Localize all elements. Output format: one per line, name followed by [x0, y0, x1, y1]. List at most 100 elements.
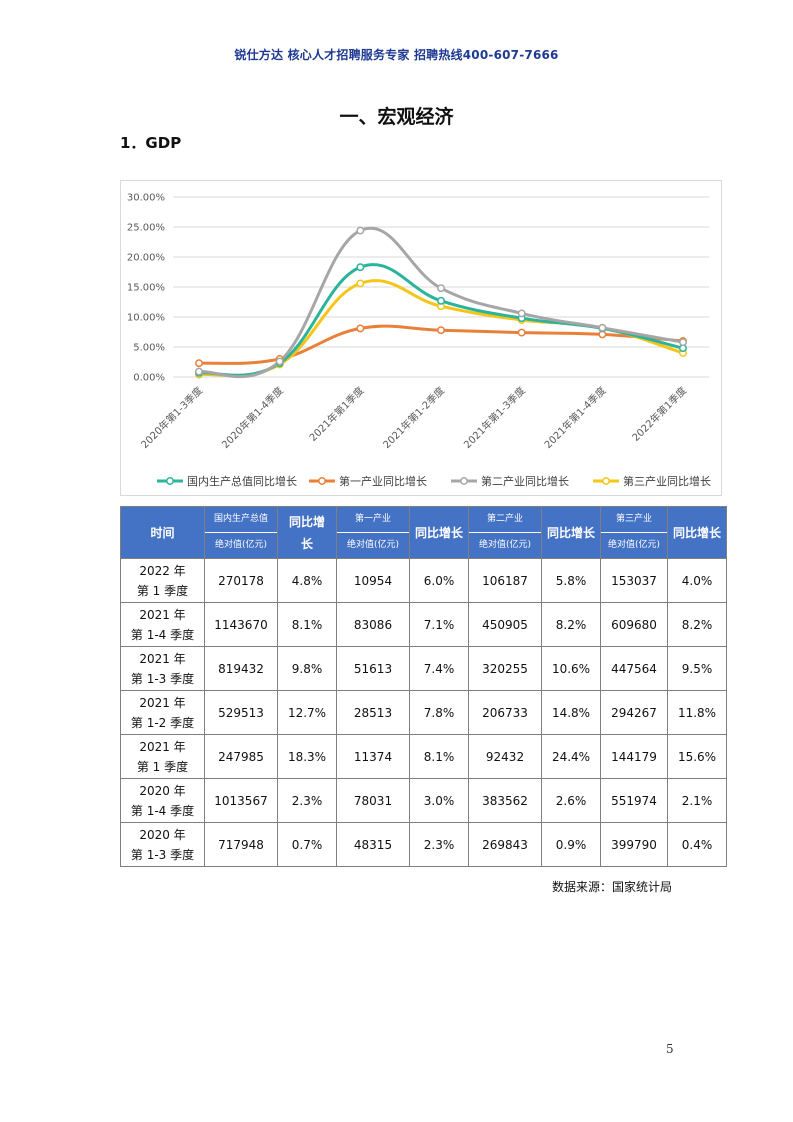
table-cell-p1-g: 7.8%	[409, 690, 469, 735]
x-tick-label: 2020年第1-3季度	[138, 384, 205, 451]
table-cell-p1: 28513	[336, 690, 410, 735]
gdp-table: 时间 国内生产总值 绝对值(亿元) 同比增长 第一产业 绝对值(亿元) 同比增长…	[120, 506, 727, 867]
period-quarter: 第 1-4 季度	[130, 627, 195, 642]
legend-marker	[166, 477, 174, 485]
table-cell-p1: 78031	[336, 778, 410, 823]
page-number: 5	[666, 1042, 674, 1056]
table-cell-p3-g: 15.6%	[667, 734, 727, 779]
y-tick-label: 25.00%	[127, 223, 165, 234]
page-header: 锐仕方达 核心人才招聘服务专家 招聘热线400-607-7666	[234, 48, 559, 62]
table-cell-p3-g: 11.8%	[667, 690, 727, 735]
table-row: 2021 年第 1-4 季度 1143670 8.1% 83086 7.1% 450905…	[120, 602, 727, 647]
period-year: 2021 年	[139, 695, 186, 710]
x-tick-label: 2021年第1-4季度	[541, 384, 608, 451]
table-header-row: 时间 国内生产总值 绝对值(亿元) 同比增长 第一产业 绝对值(亿元) 同比增长…	[120, 506, 727, 559]
table-cell-p2: 320255	[468, 646, 542, 691]
table-cell-period: 2021 年第 1-3 季度	[120, 646, 205, 691]
gdp-line-chart: 30.00% 25.00% 20.00% 15.00% 10.00% 5.00% 0.00%…	[120, 180, 722, 496]
period-year: 2020 年	[139, 827, 186, 842]
table-cell-p1-g: 7.4%	[409, 646, 469, 691]
header-p1-abs-bot: 绝对值(亿元)	[337, 532, 409, 558]
table-cell-p1: 11374	[336, 734, 410, 779]
table-cell-p3-g: 0.4%	[667, 822, 727, 867]
table-cell-p3: 551974	[600, 778, 668, 823]
table-cell-p2-g: 2.6%	[541, 778, 601, 823]
header-p1-abs: 第一产业 绝对值(亿元)	[336, 506, 410, 559]
y-tick-label: 0.00%	[133, 373, 165, 384]
table-cell-p2: 106187	[468, 558, 542, 603]
table-cell-p2: 450905	[468, 602, 542, 647]
table-cell-p3: 447564	[600, 646, 668, 691]
data-point	[437, 326, 445, 335]
table-row: 2021 年第 1 季度 247985 18.3% 11374 8.1% 92432 24.…	[120, 734, 727, 779]
data-point	[356, 324, 365, 333]
table-cell-gdp: 529513	[204, 690, 278, 735]
table-row: 2022 年第 1 季度 270178 4.8% 10954 6.0% 106187 5.8…	[120, 558, 727, 603]
period-year: 2021 年	[139, 739, 186, 754]
data-point	[679, 338, 687, 347]
y-tick-label: 30.00%	[127, 193, 165, 204]
header-gdp-growth: 同比增长	[277, 506, 337, 559]
table-row: 2020 年第 1-4 季度 1013567 2.3% 78031 3.0% 383562…	[120, 778, 727, 823]
data-point	[356, 226, 365, 235]
period-year: 2022 年	[139, 563, 186, 578]
table-cell-gdp-g: 9.8%	[277, 646, 337, 691]
period-year: 2020 年	[139, 783, 186, 798]
period-quarter: 第 1 季度	[136, 759, 189, 774]
x-tick-label: 2021年第1-3季度	[461, 384, 528, 451]
table-cell-p2: 206733	[468, 690, 542, 735]
table-cell-p3: 144179	[600, 734, 668, 779]
table-cell-p2: 92432	[468, 734, 542, 779]
header-p3-abs-bot: 绝对值(亿元)	[601, 532, 667, 558]
header-p2-abs-bot: 绝对值(亿元)	[469, 532, 541, 558]
data-point	[356, 263, 365, 272]
table-cell-p1-g: 8.1%	[409, 734, 469, 779]
period-year: 2021 年	[139, 651, 186, 666]
table-row: 2021 年第 1-3 季度 819432 9.8% 51613 7.4% 320255 1…	[120, 646, 727, 691]
header-p3-abs: 第三产业 绝对值(亿元)	[600, 506, 668, 559]
table-cell-period: 2021 年第 1 季度	[120, 734, 205, 779]
table-cell-gdp: 1143670	[204, 602, 278, 647]
data-point	[275, 357, 284, 366]
table-cell-p1-g: 6.0%	[409, 558, 469, 603]
table-cell-period: 2022 年第 1 季度	[120, 558, 205, 603]
table-cell-p3: 294267	[600, 690, 668, 735]
table-cell-p3-g: 2.1%	[667, 778, 727, 823]
table-row: 2020 年第 1-3 季度 717948 0.7% 48315 2.3% 269843 0…	[120, 822, 727, 867]
data-point	[517, 328, 526, 337]
table-cell-p2-g: 14.8%	[541, 690, 601, 735]
header-p1-abs-top: 第一产业	[354, 514, 391, 524]
header-p2-abs: 第二产业 绝对值(亿元)	[468, 506, 542, 559]
table-cell-p1-g: 7.1%	[409, 602, 469, 647]
table-cell-p3-g: 9.5%	[667, 646, 727, 691]
legend-entry: 第一产业同比增长	[339, 474, 427, 488]
table-cell-gdp-g: 2.3%	[277, 778, 337, 823]
header-time: 时间	[120, 506, 205, 559]
table-cell-gdp: 270178	[204, 558, 278, 603]
period-quarter: 第 1-2 季度	[130, 715, 195, 730]
legend-entry: 第三产业同比增长	[623, 474, 711, 488]
legend-marker	[602, 477, 610, 485]
header-p1-growth: 同比增长	[409, 506, 469, 559]
table-cell-p1-g: 3.0%	[409, 778, 469, 823]
data-point	[437, 296, 445, 305]
table-cell-gdp: 1013567	[204, 778, 278, 823]
y-tick-label: 20.00%	[127, 253, 165, 264]
data-source: 数据来源：国家统计局	[552, 880, 673, 894]
table-cell-p3-g: 8.2%	[667, 602, 727, 647]
table-cell-period: 2021 年第 1-2 季度	[120, 690, 205, 735]
table-cell-p2-g: 5.8%	[541, 558, 601, 603]
table-cell-p2: 269843	[468, 822, 542, 867]
data-point	[517, 309, 526, 318]
data-point	[437, 284, 445, 293]
header-p3-growth: 同比增长	[667, 506, 727, 559]
header-gdp-abs-bot: 绝对值(亿元)	[205, 532, 277, 558]
period-year: 2021 年	[139, 607, 186, 622]
header-p3-abs-top: 第三产业	[615, 514, 652, 524]
period-quarter: 第 1-4 季度	[130, 803, 195, 818]
table-cell-p3: 609680	[600, 602, 668, 647]
x-tick-label: 2021年第1-2季度	[380, 384, 447, 451]
period-quarter: 第 1-3 季度	[130, 671, 195, 686]
section-title: 一、宏观经济	[339, 106, 454, 128]
legend-entry: 第二产业同比增长	[481, 474, 569, 488]
